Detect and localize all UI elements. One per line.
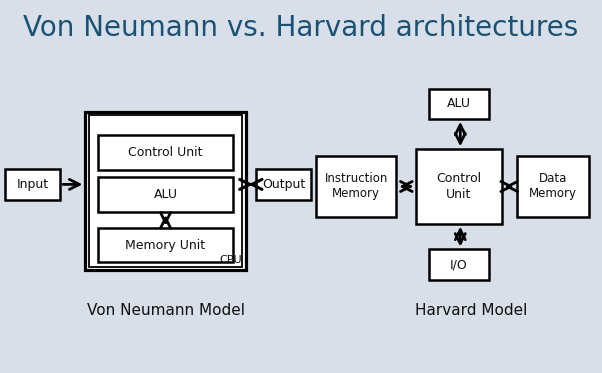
- Bar: [316, 156, 396, 217]
- Bar: [256, 169, 311, 200]
- Bar: [517, 156, 589, 217]
- Text: CPU: CPU: [219, 255, 242, 265]
- Text: Control Unit: Control Unit: [128, 146, 203, 159]
- Text: Input: Input: [16, 178, 49, 191]
- Text: Data
Memory: Data Memory: [529, 172, 577, 201]
- Text: Harvard Model: Harvard Model: [415, 303, 528, 317]
- Bar: [85, 112, 246, 270]
- Bar: [429, 250, 489, 280]
- Bar: [429, 88, 489, 119]
- Bar: [5, 169, 60, 200]
- Text: Memory Unit: Memory Unit: [125, 239, 206, 252]
- Text: Von Neumann vs. Harvard architectures: Von Neumann vs. Harvard architectures: [23, 14, 579, 42]
- Text: Control
Unit: Control Unit: [436, 172, 482, 201]
- Bar: [98, 177, 233, 212]
- Bar: [417, 149, 501, 224]
- Text: Output: Output: [262, 178, 305, 191]
- Bar: [89, 115, 242, 267]
- Text: I/O: I/O: [450, 258, 468, 271]
- Text: Instruction
Memory: Instruction Memory: [324, 172, 388, 201]
- Bar: [98, 228, 233, 262]
- Text: ALU: ALU: [154, 188, 178, 201]
- Text: ALU: ALU: [447, 97, 471, 110]
- Bar: [98, 135, 233, 170]
- Text: Von Neumann Model: Von Neumann Model: [87, 303, 244, 317]
